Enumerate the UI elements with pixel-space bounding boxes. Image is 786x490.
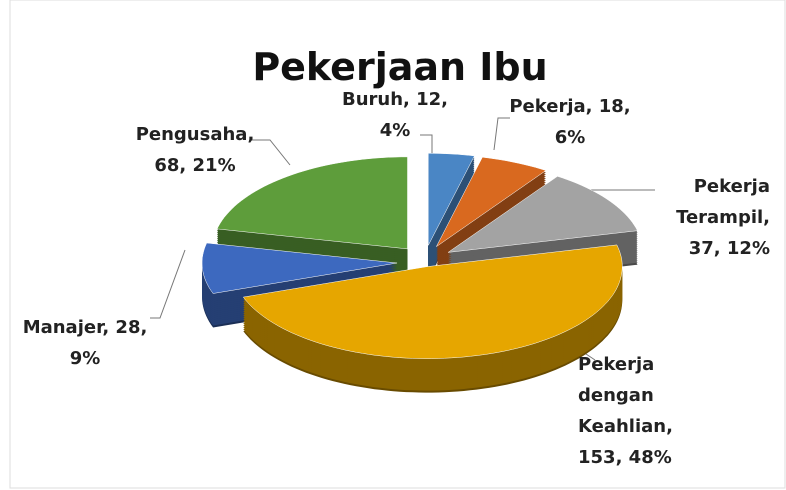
data-label-line: Pekerja (694, 176, 770, 197)
labels: Buruh, 12, 4% Pekerja, 18, 6% Pekerja Terampi… (23, 89, 770, 468)
data-label-line: 153, 48% (578, 447, 672, 468)
leader-lines (150, 117, 655, 361)
data-label-line: Pengusaha, (136, 124, 255, 145)
chart-title: Pekerjaan Ibu (252, 45, 547, 89)
data-label-line: 6% (555, 127, 586, 148)
data-label: Pekerja dengan Keahlian, 153, 48% (578, 354, 673, 468)
data-label-line: 37, 12% (689, 238, 770, 259)
data-label: Pekerja Terampil, 37, 12% (676, 176, 770, 259)
data-label-line: dengan (578, 385, 654, 406)
pie (201, 153, 638, 393)
leader-line (420, 134, 433, 155)
slice (436, 156, 547, 247)
data-label-line: 68, 21% (154, 155, 235, 176)
data-label-line: Terampil, (676, 207, 770, 228)
slice (242, 244, 623, 359)
data-label-line: Pekerja, 18, (509, 96, 630, 117)
data-label-line: Keahlian, (578, 416, 673, 437)
leader-line (250, 139, 291, 166)
leader-line (150, 249, 186, 319)
data-label: Pengusaha, 68, 21% (136, 124, 255, 176)
data-label: Buruh, 12, 4% (342, 89, 448, 141)
slice (201, 242, 398, 294)
data-label-line: 4% (380, 120, 411, 141)
data-label-line: Pekerja (578, 354, 654, 375)
leader-line (493, 117, 510, 151)
data-label-line: Buruh, 12, (342, 89, 448, 110)
data-label-line: 9% (70, 348, 101, 369)
data-label: Manajer, 28, 9% (23, 317, 148, 369)
slice (447, 176, 638, 253)
slice (216, 156, 408, 250)
data-label: Pekerja, 18, 6% (509, 96, 630, 148)
data-label-line: Manajer, 28, (23, 317, 148, 338)
slice (428, 153, 475, 246)
